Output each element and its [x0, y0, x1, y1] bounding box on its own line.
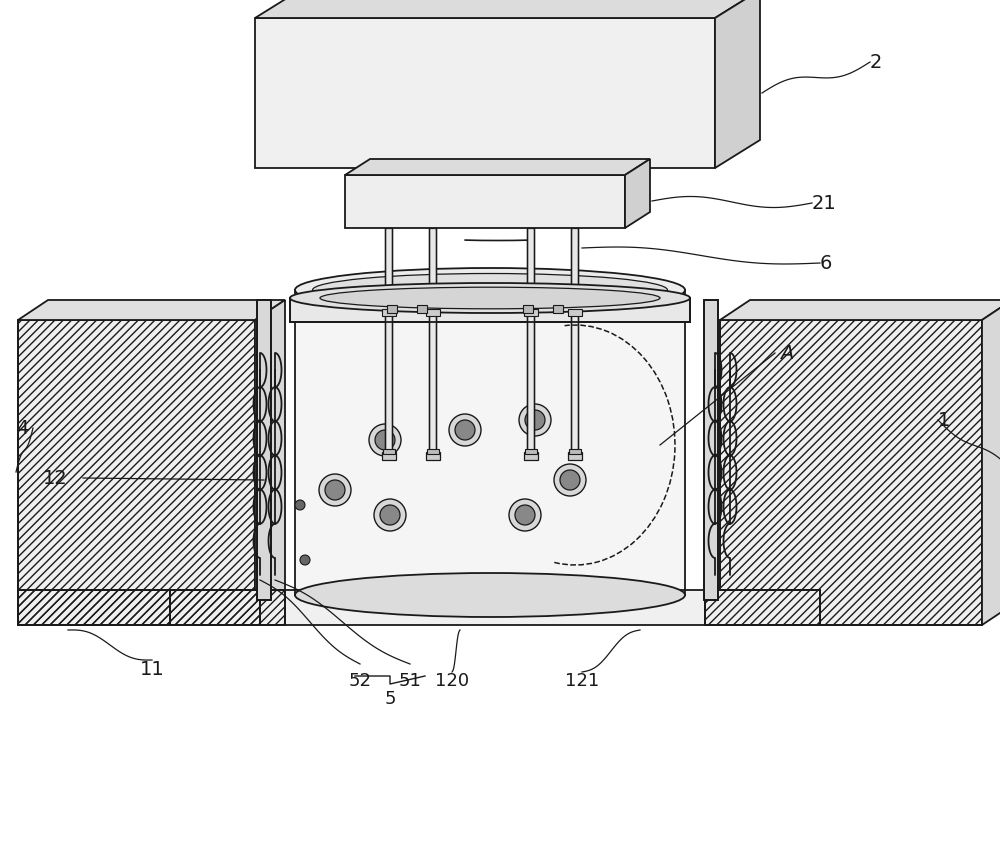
- Text: 11: 11: [140, 660, 164, 679]
- Bar: [704, 300, 718, 600]
- Bar: [568, 309, 582, 316]
- Polygon shape: [625, 159, 650, 228]
- Circle shape: [300, 555, 310, 565]
- Bar: [417, 305, 427, 313]
- Ellipse shape: [295, 573, 685, 617]
- Text: A: A: [780, 343, 793, 362]
- Circle shape: [515, 505, 535, 525]
- Bar: [383, 449, 395, 454]
- Bar: [257, 300, 271, 600]
- Bar: [426, 309, 440, 316]
- Bar: [524, 309, 538, 316]
- Circle shape: [295, 500, 305, 510]
- Text: 121: 121: [565, 672, 599, 690]
- Text: 2: 2: [870, 52, 882, 72]
- Circle shape: [369, 424, 401, 456]
- Circle shape: [519, 404, 551, 436]
- Polygon shape: [255, 300, 285, 625]
- Bar: [387, 305, 397, 313]
- Circle shape: [375, 430, 395, 450]
- Polygon shape: [720, 320, 982, 625]
- Circle shape: [380, 505, 400, 525]
- Bar: [705, 590, 820, 625]
- Text: 120: 120: [435, 672, 469, 690]
- Text: 4: 4: [16, 418, 28, 438]
- Circle shape: [554, 464, 586, 496]
- Bar: [382, 309, 396, 316]
- Text: 6: 6: [820, 254, 832, 272]
- Bar: [385, 228, 392, 450]
- Bar: [525, 449, 537, 454]
- Circle shape: [455, 420, 475, 440]
- Polygon shape: [295, 290, 685, 595]
- Text: 12: 12: [43, 469, 68, 487]
- Bar: [704, 300, 718, 600]
- Circle shape: [509, 499, 541, 531]
- Polygon shape: [18, 300, 285, 320]
- Bar: [527, 228, 534, 450]
- Bar: [568, 452, 582, 460]
- Polygon shape: [720, 300, 1000, 320]
- Circle shape: [560, 470, 580, 490]
- Bar: [569, 449, 581, 454]
- Polygon shape: [255, 18, 715, 168]
- Polygon shape: [345, 175, 625, 228]
- Ellipse shape: [320, 287, 660, 309]
- Polygon shape: [345, 159, 650, 175]
- Bar: [426, 452, 440, 460]
- Circle shape: [325, 480, 345, 500]
- Bar: [18, 590, 260, 625]
- Bar: [523, 305, 533, 313]
- Polygon shape: [290, 298, 690, 322]
- Bar: [571, 228, 578, 450]
- Ellipse shape: [295, 268, 685, 312]
- Circle shape: [319, 474, 351, 506]
- Bar: [429, 228, 436, 450]
- Circle shape: [374, 499, 406, 531]
- Polygon shape: [715, 0, 760, 168]
- Polygon shape: [255, 0, 760, 18]
- Text: 51: 51: [399, 672, 421, 690]
- Bar: [170, 590, 285, 625]
- Bar: [705, 590, 820, 625]
- Text: 5: 5: [384, 690, 396, 708]
- Bar: [382, 452, 396, 460]
- Bar: [257, 300, 271, 600]
- Bar: [170, 590, 820, 625]
- Circle shape: [449, 414, 481, 446]
- Ellipse shape: [290, 283, 690, 313]
- Bar: [553, 305, 563, 313]
- Polygon shape: [982, 300, 1000, 625]
- Bar: [427, 449, 439, 454]
- Ellipse shape: [313, 273, 667, 307]
- Circle shape: [525, 410, 545, 430]
- Polygon shape: [18, 320, 255, 625]
- Bar: [18, 590, 260, 625]
- Bar: [524, 452, 538, 460]
- Text: 21: 21: [812, 194, 837, 212]
- Bar: [170, 590, 285, 625]
- Text: 52: 52: [349, 672, 372, 690]
- Text: 1: 1: [938, 411, 950, 429]
